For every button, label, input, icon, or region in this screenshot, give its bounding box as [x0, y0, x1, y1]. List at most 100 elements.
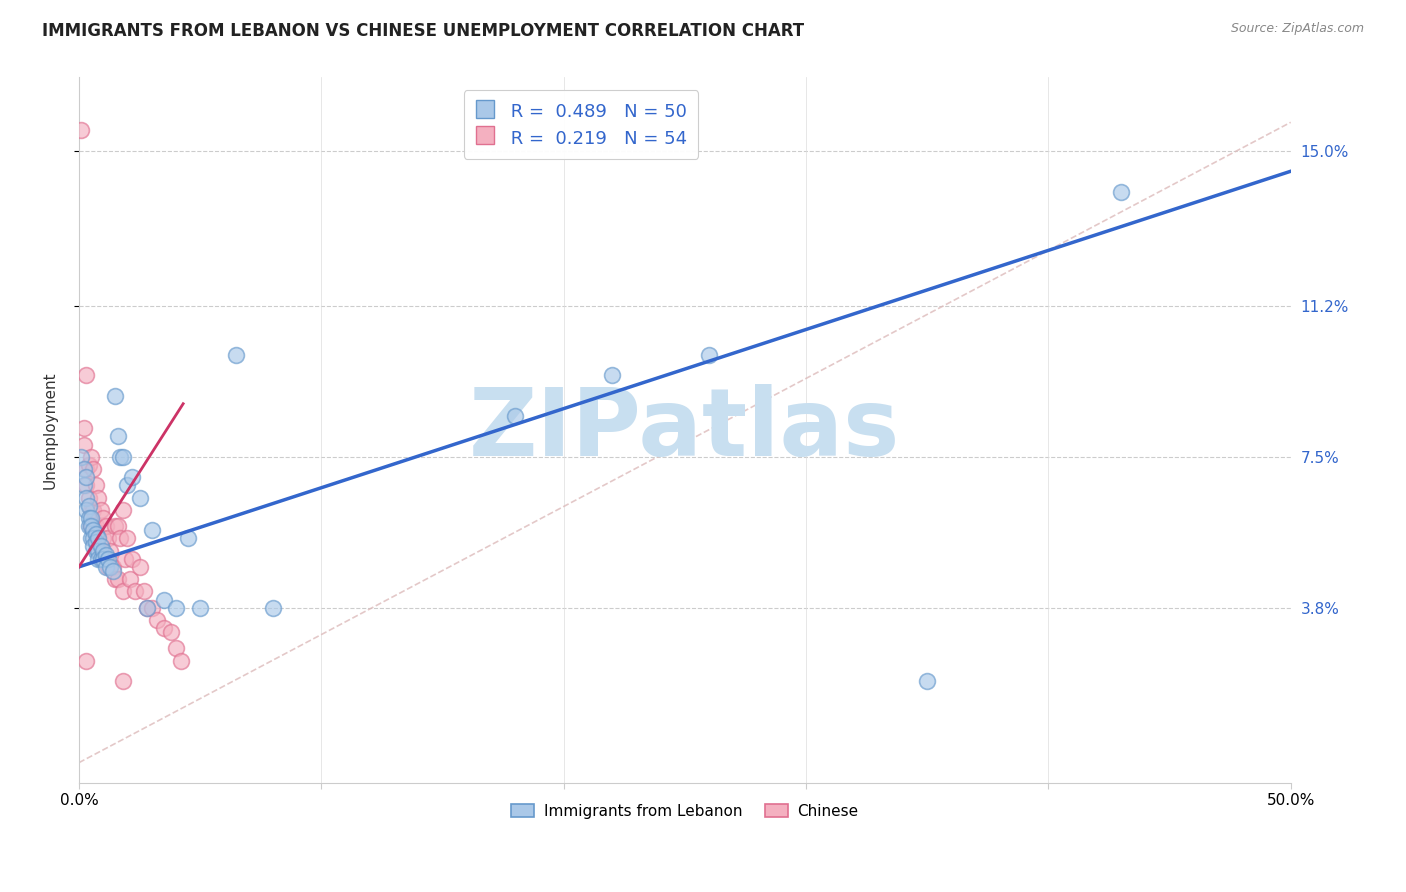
Point: [94, 560, 117, 574]
Point: [118, 572, 141, 586]
Point: [111, 584, 134, 599]
Point: [80, 502, 103, 516]
Point: [94, 551, 117, 566]
Point: [135, 600, 157, 615]
Point: [70, 450, 93, 464]
Point: [87, 551, 110, 566]
Point: [84, 527, 107, 541]
Point: [100, 543, 122, 558]
Point: [77, 491, 100, 505]
Point: [141, 600, 163, 615]
Point: [90, 540, 112, 554]
Point: [87, 532, 110, 546]
Point: [84, 543, 107, 558]
Point: [82, 462, 104, 476]
Point: [77, 499, 100, 513]
Point: [97, 560, 120, 574]
Point: [73, 437, 96, 451]
Point: [117, 478, 139, 492]
Point: [84, 532, 107, 546]
Point: [104, 519, 127, 533]
Point: [101, 564, 124, 578]
Point: [111, 450, 134, 464]
Point: [165, 600, 187, 615]
Point: [80, 532, 103, 546]
Point: [75, 462, 97, 476]
Point: [80, 519, 103, 533]
Point: [121, 470, 143, 484]
Point: [152, 621, 174, 635]
Point: [75, 502, 97, 516]
Point: [75, 478, 97, 492]
Point: [87, 491, 110, 505]
Point: [104, 388, 127, 402]
Point: [111, 674, 134, 689]
Point: [91, 532, 114, 546]
Point: [134, 584, 156, 599]
Point: [87, 543, 110, 558]
Point: [111, 502, 134, 516]
Point: [70, 123, 93, 137]
Y-axis label: Unemployment: Unemployment: [44, 371, 58, 489]
Point: [75, 491, 97, 505]
Point: [697, 348, 720, 362]
Point: [91, 511, 114, 525]
Point: [225, 348, 247, 362]
Point: [90, 551, 112, 566]
Point: [170, 654, 193, 668]
Point: [503, 409, 526, 423]
Point: [75, 654, 97, 668]
Point: [101, 560, 124, 574]
Text: Source: ZipAtlas.com: Source: ZipAtlas.com: [1230, 22, 1364, 36]
Point: [77, 458, 100, 472]
Point: [90, 502, 112, 516]
Point: [152, 592, 174, 607]
Point: [262, 600, 284, 615]
Point: [145, 613, 167, 627]
Point: [165, 641, 187, 656]
Point: [915, 674, 938, 689]
Point: [1109, 185, 1132, 199]
Point: [84, 478, 107, 492]
Point: [80, 519, 103, 533]
Point: [82, 532, 104, 546]
Point: [97, 532, 120, 546]
Point: [135, 600, 157, 615]
Point: [73, 421, 96, 435]
Point: [90, 543, 112, 558]
Point: [160, 625, 183, 640]
Point: [108, 450, 131, 464]
Point: [91, 543, 114, 558]
Point: [82, 502, 104, 516]
Point: [87, 543, 110, 558]
Point: [177, 532, 200, 546]
Point: [77, 519, 100, 533]
Point: [94, 548, 117, 562]
Point: [107, 519, 129, 533]
Point: [117, 532, 139, 546]
Point: [80, 511, 103, 525]
Point: [104, 572, 127, 586]
Point: [114, 551, 136, 566]
Point: [97, 551, 120, 566]
Point: [82, 540, 104, 554]
Point: [75, 470, 97, 484]
Point: [91, 551, 114, 566]
Point: [121, 551, 143, 566]
Point: [82, 523, 104, 537]
Point: [87, 532, 110, 546]
Point: [80, 450, 103, 464]
Legend: Immigrants from Lebanon, Chinese: Immigrants from Lebanon, Chinese: [505, 797, 865, 825]
Point: [77, 511, 100, 525]
Point: [84, 519, 107, 533]
Point: [188, 600, 211, 615]
Point: [100, 560, 122, 574]
Point: [73, 478, 96, 492]
Point: [107, 572, 129, 586]
Point: [91, 551, 114, 566]
Point: [141, 523, 163, 537]
Point: [84, 535, 107, 549]
Point: [73, 462, 96, 476]
Point: [128, 491, 150, 505]
Point: [75, 368, 97, 383]
